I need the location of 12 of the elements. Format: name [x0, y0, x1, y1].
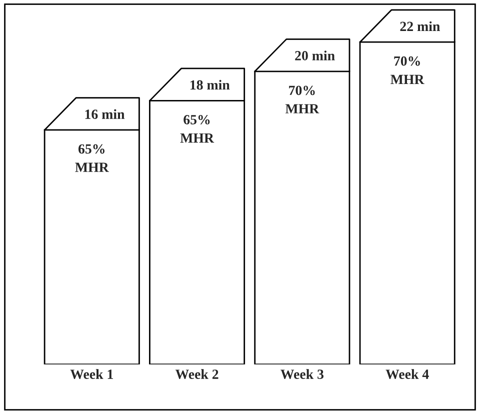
x-tick-label: Week 3 — [280, 369, 324, 380]
data-label: 16 min — [85, 109, 125, 119]
annotation: 65% MHR — [75, 144, 109, 172]
annotation: 65% MHR — [180, 114, 214, 143]
x-tick-label: Week 4 — [386, 369, 429, 380]
data-label: 18 min — [190, 80, 230, 90]
annotation: 70% MHR — [285, 86, 320, 114]
data-label: 22 min — [400, 21, 440, 31]
x-tick-label: Week 1 — [70, 369, 113, 380]
x-tick-label: Week 2 — [175, 369, 218, 380]
data-label: 20 min — [295, 50, 335, 60]
annotation: 70% MHR — [390, 56, 424, 84]
